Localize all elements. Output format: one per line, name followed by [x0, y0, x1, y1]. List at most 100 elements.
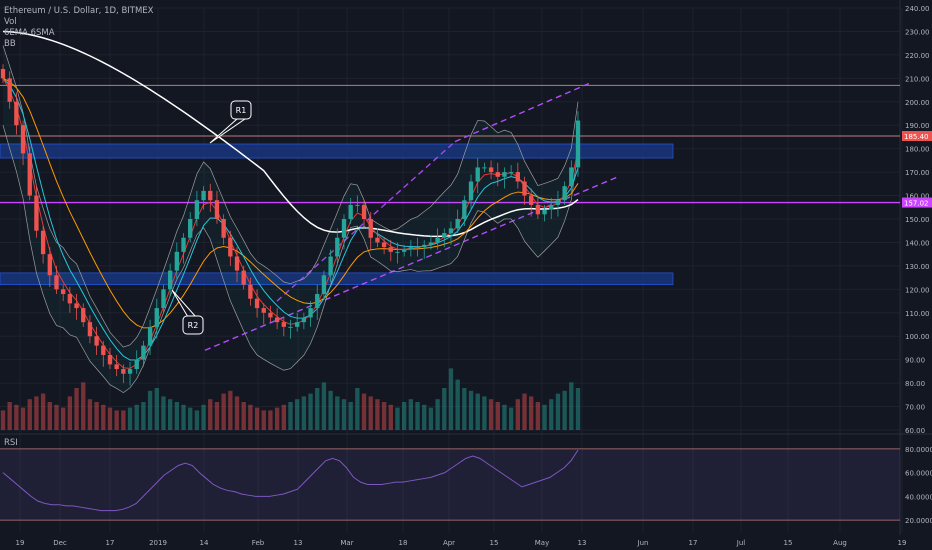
volume-bar: [74, 388, 79, 430]
volume-bar: [428, 407, 434, 430]
volume-bar: [194, 410, 200, 430]
x-tick-label: 19: [16, 539, 25, 547]
candle-body: [281, 322, 286, 327]
candle-body: [315, 294, 320, 309]
candle-body: [194, 200, 200, 219]
volume-bar: [375, 399, 380, 430]
volume-bar: [361, 393, 367, 430]
x-tick-label: Mar: [340, 539, 353, 547]
x-tick-label: Feb: [252, 539, 265, 547]
candle-body: [381, 242, 387, 248]
candle-body: [301, 317, 307, 323]
candle-body: [408, 247, 414, 250]
volume-bar: [114, 410, 119, 430]
candle-body: [121, 369, 126, 374]
volume-bar: [435, 399, 440, 430]
candle-body: [188, 219, 193, 238]
candle-body: [442, 233, 447, 238]
legend-ema: 6EMA 6SMA: [4, 28, 55, 38]
volume-bar: [20, 407, 26, 430]
candle-body: [475, 167, 480, 182]
bollinger-upper: [2, 45, 579, 348]
volume-bar: [134, 404, 139, 430]
candle-body: [428, 242, 434, 245]
x-tick-label: 18: [399, 539, 408, 547]
candle-body: [114, 364, 119, 370]
ma-cyan: [2, 77, 579, 361]
x-tick-label: Jul: [736, 539, 746, 547]
candle-body: [335, 237, 340, 257]
candle-body: [127, 369, 133, 374]
volume-bar: [475, 393, 480, 430]
candle-body: [154, 308, 159, 327]
x-tick-label: Dec: [53, 539, 67, 547]
candle-body: [81, 308, 86, 323]
volume-bar: [234, 396, 240, 430]
channel-top: [454, 82, 591, 143]
candle-body: [268, 312, 273, 318]
volume-bar: [401, 402, 407, 430]
y-tick-label: 210.00: [905, 75, 930, 83]
volume-bar: [535, 402, 541, 430]
volume-bar: [208, 399, 213, 430]
candle-body: [468, 181, 474, 201]
volume-bar: [228, 390, 233, 430]
candle-body: [295, 322, 300, 327]
legend-vol: Vol: [4, 17, 17, 27]
volume-bar: [515, 399, 520, 430]
x-tick-label: 17: [106, 539, 115, 547]
candle-body: [274, 317, 280, 323]
candle-body: [147, 326, 153, 346]
annotation-r2-box: [182, 315, 204, 335]
x-tick-label: 15: [490, 539, 499, 547]
candle-body: [101, 345, 106, 355]
volume-bar: [107, 407, 113, 430]
legend-bb: BB: [4, 39, 16, 49]
y-tick-label: 240.00: [905, 5, 930, 13]
rsi-label: RSI: [4, 438, 18, 448]
volume-bar: [562, 390, 567, 430]
candle-body: [508, 172, 514, 174]
candle-body: [308, 308, 313, 318]
volume-bar: [422, 404, 427, 430]
rsi-tick-label: 20.0000: [905, 517, 932, 525]
volume-bar: [482, 396, 487, 430]
y-tick-label: 180.00: [905, 146, 930, 154]
x-tick-label: Apr: [443, 539, 455, 547]
annotation-r2: R2: [188, 321, 199, 330]
volume-bar: [94, 402, 99, 430]
candle-body: [201, 190, 206, 201]
volume-bar: [141, 402, 146, 430]
volume-bar: [408, 399, 414, 430]
candle-body: [355, 204, 360, 206]
x-tick-label: 19: [898, 539, 907, 547]
volume-bar: [381, 402, 387, 430]
volume-bar: [167, 399, 173, 430]
x-tick-label: May: [535, 539, 549, 547]
candle-body: [254, 298, 260, 309]
volume-bar: [214, 402, 220, 430]
volume-bar: [127, 407, 133, 430]
candle-body: [482, 167, 487, 169]
candle-body: [555, 200, 561, 205]
y-tick-label: 90.00: [905, 357, 925, 365]
candle-body: [549, 204, 554, 210]
annotation-r1: R1: [236, 106, 247, 115]
candle-body: [542, 209, 547, 215]
x-tick-label: 17: [689, 539, 698, 547]
y-tick-label: 230.00: [905, 28, 930, 36]
candle-body: [134, 359, 139, 370]
volume-bar: [301, 396, 307, 430]
volume-bar: [241, 402, 246, 430]
volume-bar: [47, 402, 52, 430]
resistance-price-marker-bg: [902, 131, 932, 142]
y-tick-label: 60.00: [905, 427, 925, 435]
candle-body: [395, 251, 400, 253]
y-tick-label: 120.00: [905, 286, 930, 294]
volume-bar: [368, 396, 373, 430]
volume-bar: [181, 404, 186, 430]
x-tick-label: 13: [294, 539, 303, 547]
rsi-tick-label: 80.0000: [905, 446, 932, 454]
volume-bar: [468, 390, 474, 430]
